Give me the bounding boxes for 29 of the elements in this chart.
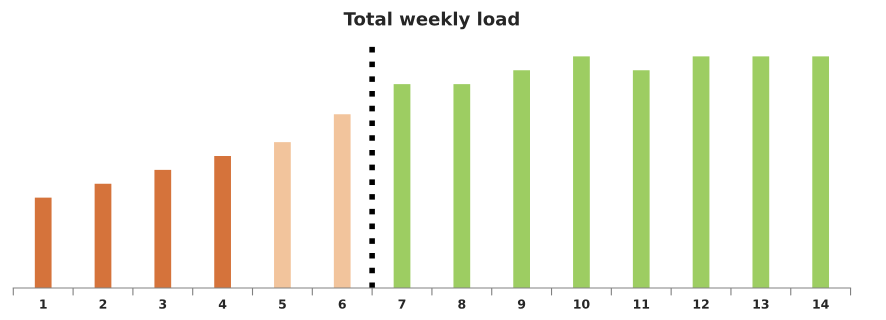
x-tick-label: 6: [338, 299, 346, 309]
x-tick-label: 10: [574, 299, 590, 309]
bar: [573, 56, 590, 288]
bar: [692, 56, 710, 288]
bar: [394, 84, 410, 288]
bar: [214, 156, 231, 288]
x-tick-label: 12: [694, 299, 709, 309]
bar: [453, 84, 470, 288]
bar: [154, 170, 172, 288]
x-tick-label: 9: [518, 299, 526, 309]
x-tick-label: 2: [100, 299, 106, 309]
bar: [334, 114, 351, 288]
x-tick-label: 8: [458, 299, 466, 309]
bar: [812, 56, 830, 288]
bar: [274, 142, 291, 288]
bar: [632, 70, 650, 288]
x-tick-label: 4: [218, 299, 226, 309]
bar: [513, 70, 530, 288]
x-tick-label: 7: [398, 299, 406, 309]
x-tick-label: 1: [40, 299, 47, 309]
x-tick-label: 14: [813, 299, 829, 309]
bar: [752, 56, 770, 288]
x-tick-label: 3: [159, 299, 166, 309]
bar: [34, 198, 52, 288]
chart-title: Total weekly load: [344, 12, 519, 30]
x-tick-label: 11: [634, 299, 650, 309]
bar: [94, 184, 112, 288]
x-tick-label: 5: [279, 299, 286, 309]
x-tick-label: 13: [754, 299, 769, 309]
